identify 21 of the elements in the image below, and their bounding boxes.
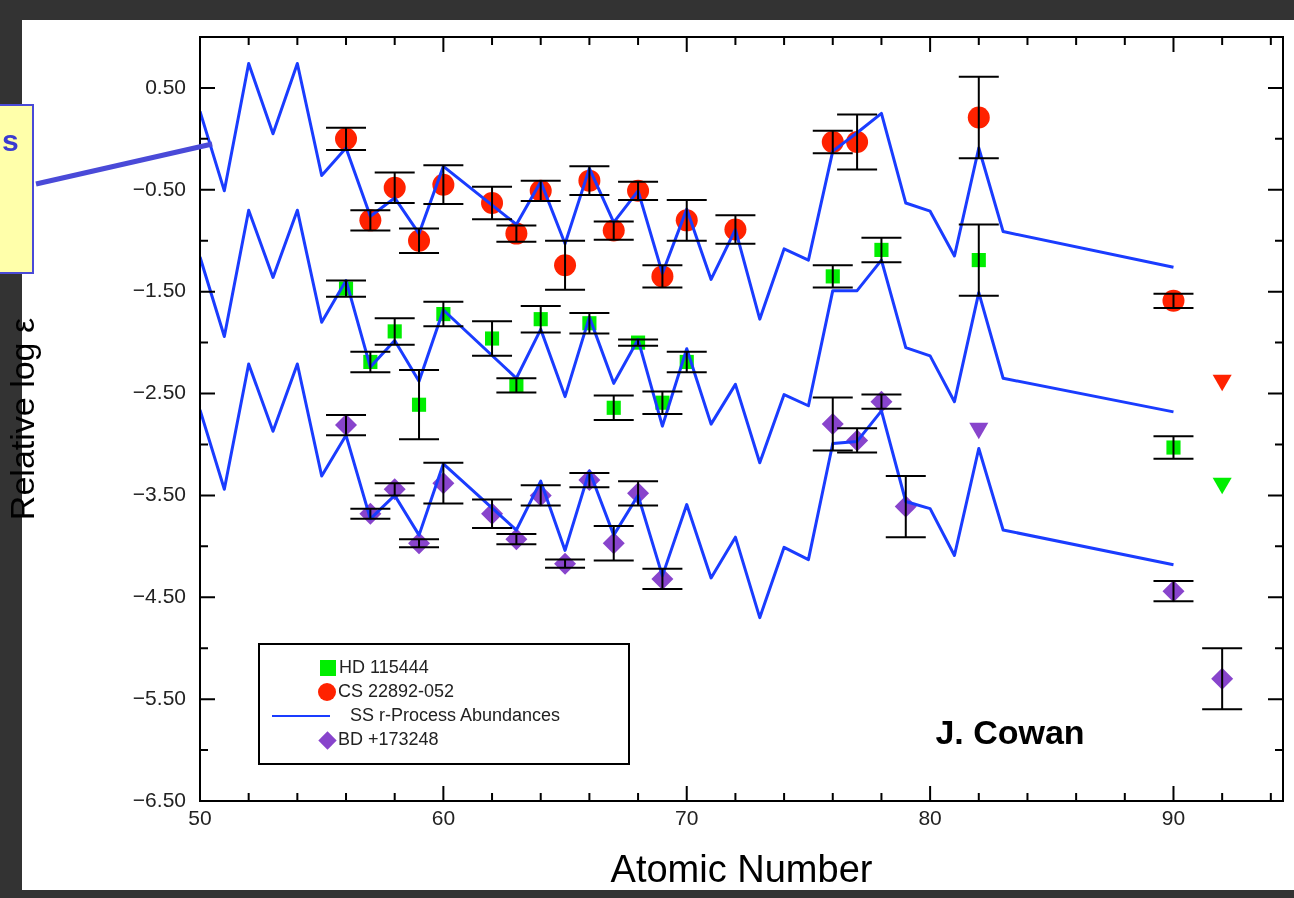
legend-label: CS 22892-052 <box>338 681 455 701</box>
legend-label: HD 115444 <box>339 657 429 677</box>
x-tick-label: 60 <box>431 806 456 830</box>
y-tick-label: −4.50 <box>132 584 186 608</box>
y-tick-label: 0.50 <box>145 74 186 98</box>
y-axis-title: Relative log ε <box>2 317 41 521</box>
x-tick-label: 80 <box>918 806 942 830</box>
y-tick-label: −6.50 <box>132 787 186 811</box>
x-tick-label: 50 <box>188 806 212 830</box>
x-tick-label: 90 <box>1161 806 1186 830</box>
legend-label: SS r-Process Abundances <box>350 705 561 725</box>
y-tick-label: −1.50 <box>132 278 186 302</box>
y-tick-label: −0.50 <box>132 176 186 200</box>
x-tick-label: 70 <box>675 806 699 830</box>
y-tick-label: −2.50 <box>132 380 186 404</box>
y-tick-label: −3.50 <box>132 482 186 506</box>
legend-label: BD +173248 <box>338 729 439 749</box>
x-axis-title: Atomic Number <box>610 847 873 890</box>
annotation: s <box>0 104 34 274</box>
annotation: J. Cowan <box>935 713 1085 752</box>
y-tick-label: −5.50 <box>132 685 186 709</box>
